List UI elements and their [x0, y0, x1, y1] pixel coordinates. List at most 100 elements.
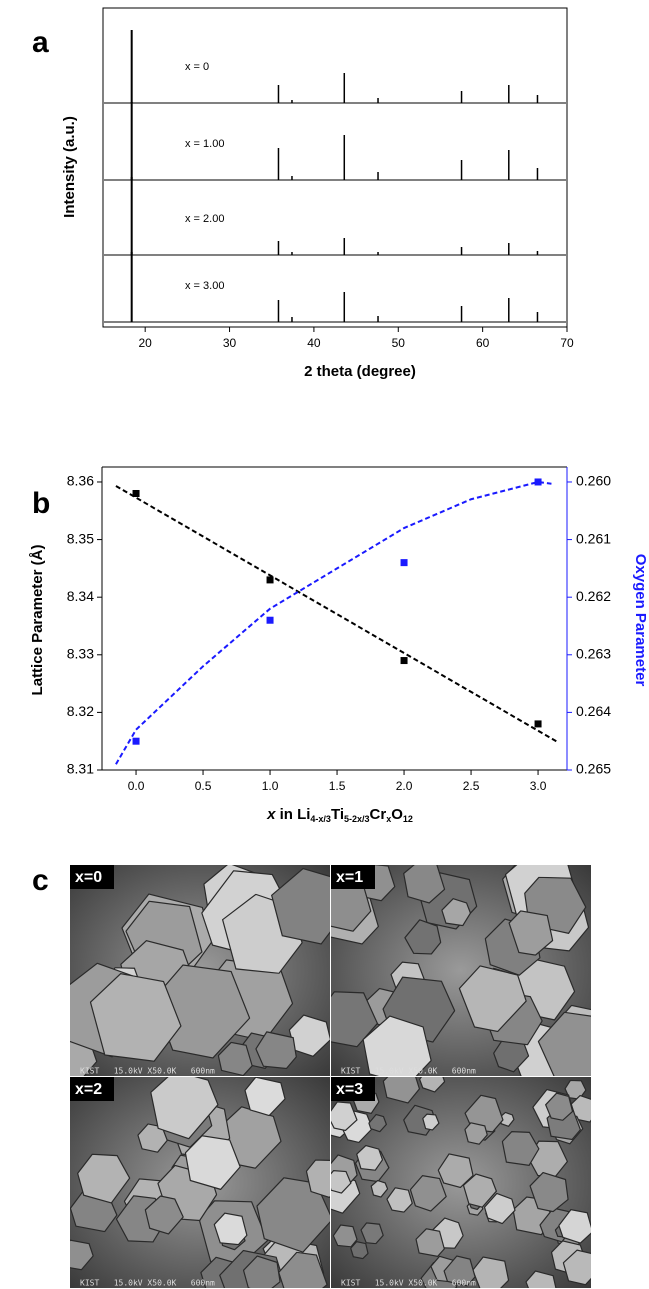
y2-tick-label: 0.265: [576, 761, 611, 777]
grains: [43, 863, 347, 1085]
point: [534, 478, 542, 486]
x-tick-label: 60: [476, 336, 490, 350]
grain: [465, 1123, 487, 1144]
series-label: x = 0: [185, 61, 209, 73]
plot-frame: [102, 7, 568, 328]
point: [534, 720, 542, 728]
x-tick-label: 1.0: [262, 779, 279, 793]
grain: [444, 1256, 475, 1286]
grain: [245, 1077, 285, 1115]
grain: [151, 1071, 218, 1139]
micrograph-label: x=3: [336, 1081, 363, 1098]
y-axis-label: Lattice Parameter (Å): [29, 545, 46, 696]
x-tick-label: 50: [392, 336, 406, 350]
x-axis-label: 2 theta (degree): [304, 363, 416, 380]
y-tick-label: 8.35: [67, 530, 94, 546]
point: [132, 737, 140, 745]
grain: [404, 860, 445, 903]
y2-tick-label: 0.264: [576, 703, 611, 719]
x-tick-label: 40: [307, 336, 321, 350]
label-part: Ti: [331, 806, 344, 823]
micrograph-caption: KIST 15.0kV X50.0K 600nm: [341, 1279, 476, 1288]
grain: [328, 1102, 357, 1131]
grain: [465, 1095, 503, 1132]
grain: [538, 1012, 613, 1082]
grain: [383, 1068, 419, 1103]
grain: [333, 1225, 357, 1247]
grains: [309, 843, 614, 1094]
label-box: [70, 1077, 114, 1101]
x-tick-label: 20: [139, 336, 153, 350]
micrograph-label: x=0: [75, 869, 102, 886]
label-part: Cr: [370, 806, 387, 823]
y2-tick-label: 0.261: [576, 530, 611, 546]
y2-tick-label: 0.260: [576, 473, 611, 489]
x-tick-label: 0.0: [128, 779, 145, 793]
point: [266, 616, 274, 624]
y2-axis-label: Oxygen Parameter: [632, 554, 649, 687]
x-tick-label: 70: [560, 336, 574, 350]
grain: [361, 1223, 383, 1244]
grain: [306, 1160, 345, 1197]
label-part: x: [386, 814, 391, 824]
label-part: 12: [403, 814, 413, 824]
grain: [145, 1196, 183, 1234]
panel-label: a: [32, 26, 49, 59]
panel-label: b: [32, 487, 50, 520]
x-tick-label: 2.0: [396, 779, 413, 793]
label-part: O: [391, 806, 403, 823]
grain: [438, 1154, 473, 1188]
point: [400, 559, 408, 567]
label-part: x: [266, 806, 276, 823]
x-tick-label: 2.5: [463, 779, 480, 793]
label-box: [331, 1077, 375, 1101]
grain: [214, 1213, 247, 1244]
y-tick-label: 8.32: [67, 703, 94, 719]
grain: [272, 869, 348, 944]
series-label: x = 3.00: [185, 280, 224, 292]
grain: [410, 1176, 446, 1211]
grain: [371, 1181, 387, 1197]
y-tick-label: 8.31: [67, 761, 94, 777]
x-axis-label: x in Li4-x/3Ti5-2x/3CrxO12: [266, 806, 413, 824]
label-box: [70, 865, 114, 889]
label-part: 5-2x/3: [344, 814, 370, 824]
grains: [320, 1068, 598, 1289]
micrograph-caption: KIST 15.0kV X50.0K 600nm: [341, 1067, 476, 1076]
grain: [256, 1032, 296, 1069]
grain: [416, 1229, 444, 1257]
y2-tick-label: 0.263: [576, 645, 611, 661]
grain: [244, 1256, 281, 1289]
grain: [502, 1132, 539, 1166]
grain: [357, 1146, 383, 1171]
micrograph-label: x=1: [336, 869, 363, 886]
grain: [218, 1042, 252, 1075]
grain: [78, 1154, 130, 1203]
grain: [319, 992, 378, 1047]
grain: [442, 899, 471, 926]
micrograph-label: x=2: [75, 1081, 102, 1098]
grain: [420, 1068, 445, 1092]
x-tick-label: 3.0: [530, 779, 547, 793]
grain: [563, 1250, 598, 1285]
micrograph-caption: KIST 15.0kV X50.0K 600nm: [80, 1279, 215, 1288]
grains: [62, 1071, 346, 1289]
grain: [559, 1210, 593, 1243]
grain: [526, 1271, 556, 1289]
grain: [463, 1174, 496, 1207]
label-part: in Li: [275, 806, 310, 823]
y-axis-label: Intensity (a.u.): [61, 116, 78, 218]
label-part: 4-x/3: [310, 814, 331, 824]
grain: [363, 1016, 431, 1085]
grain: [351, 1242, 368, 1259]
micrograph-caption: KIST 15.0kV X50.0K 600nm: [80, 1067, 215, 1076]
grain: [530, 1173, 568, 1212]
y-tick-label: 8.36: [67, 473, 94, 489]
y-tick-label: 8.34: [67, 588, 94, 604]
x-tick-label: 0.5: [195, 779, 212, 793]
grain: [485, 1193, 515, 1223]
point: [266, 576, 274, 584]
grain: [387, 1188, 412, 1212]
x-tick-label: 30: [223, 336, 237, 350]
